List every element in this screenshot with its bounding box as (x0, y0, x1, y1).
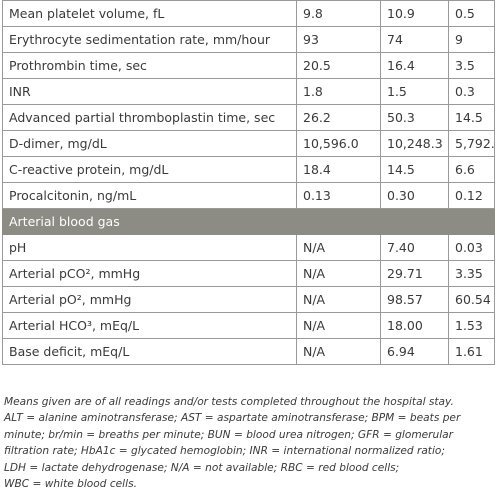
cell: 60.54 (448, 286, 495, 313)
cell: 18.4 (296, 156, 381, 183)
table-row: Prothrombin time, sec 20.5 16.4 3.5 (2, 52, 495, 79)
cell: 9 (448, 26, 495, 53)
cell: 0.3 (448, 78, 495, 105)
cell: 14.5 (448, 104, 495, 131)
cell: N/A (296, 312, 381, 339)
cell: 3.5 (448, 52, 495, 79)
cell: 29.71 (380, 260, 449, 287)
cell: 1.5 (380, 78, 449, 105)
row-label: Arterial pO², mmHg (2, 286, 297, 313)
cell: 1.53 (448, 312, 495, 339)
cell: 6.6 (448, 156, 495, 183)
row-label: Advanced partial thromboplastin time, se… (2, 104, 297, 131)
cell: 1.61 (448, 338, 495, 365)
cell: 9.8 (296, 0, 381, 27)
table-row: Procalcitonin, ng/mL 0.13 0.30 0.12 (2, 182, 495, 209)
footnote-line: Means given are of all readings and/or t… (4, 396, 454, 408)
cell: 18.00 (380, 312, 449, 339)
cell: 3.35 (448, 260, 495, 287)
cell: 0.5 (448, 0, 495, 27)
cell: 50.3 (380, 104, 449, 131)
cell: 6.94 (380, 338, 449, 365)
table-row: Base deficit, mEq/L N/A 6.94 1.61 (2, 338, 495, 365)
cell: 14.5 (380, 156, 449, 183)
cell: 16.4 (380, 52, 449, 79)
cell: 10.9 (380, 0, 449, 27)
row-label: Procalcitonin, ng/mL (2, 182, 297, 209)
data-table: Mean platelet volume, fL 9.8 10.9 0.5 Erythr… (2, 0, 495, 365)
row-label: Prothrombin time, sec (2, 52, 297, 79)
section-title: Arterial blood gas (2, 208, 495, 235)
cell: N/A (296, 286, 381, 313)
table-row: Advanced partial thromboplastin time, se… (2, 104, 495, 131)
footnote: Means given are of all readings and/or t… (4, 394, 496, 492)
footnote-line: ALT = alanine aminotransferase; AST = as… (4, 412, 461, 425)
table-row: Arterial HCO³, mEq/L N/A 18.00 1.53 (2, 312, 495, 339)
table-row: C-reactive protein, mg/dL 18.4 14.5 6.6 (2, 156, 495, 183)
cell: 20.5 (296, 52, 381, 79)
cell: 7.40 (380, 234, 449, 261)
row-label: D-dimer, mg/dL (2, 130, 297, 157)
cell: 0.13 (296, 182, 381, 209)
row-label: Arterial HCO³, mEq/L (2, 312, 297, 339)
cell: 10,248.3 (380, 130, 449, 157)
cell: 0.03 (448, 234, 495, 261)
footnote-line: filtration rate; HbA1c = glycated hemogl… (4, 445, 445, 458)
table-row: Mean platelet volume, fL 9.8 10.9 0.5 (2, 0, 495, 27)
cell: 26.2 (296, 104, 381, 131)
table-row: pH N/A 7.40 0.03 (2, 234, 495, 261)
row-label: Mean platelet volume, fL (2, 0, 297, 27)
table-row: INR 1.8 1.5 0.3 (2, 78, 495, 105)
table-row: Erythrocyte sedimentation rate, mm/hour 9… (2, 26, 495, 53)
row-label: Arterial pCO², mmHg (2, 260, 297, 287)
footnote-line: WBC = white blood cells. (4, 478, 137, 491)
cell: 0.12 (448, 182, 495, 209)
section-row: Arterial blood gas (2, 208, 495, 235)
cell: 98.57 (380, 286, 449, 313)
row-label: pH (2, 234, 297, 261)
cell: 74 (380, 26, 449, 53)
cell: N/A (296, 260, 381, 287)
cell: 0.30 (380, 182, 449, 209)
cell: 10,596.0 (296, 130, 381, 157)
cell: N/A (296, 338, 381, 365)
cell: N/A (296, 234, 381, 261)
footnote-line: minute; br/min = breaths per minute; BUN… (4, 428, 454, 441)
row-label: INR (2, 78, 297, 105)
cell: 93 (296, 26, 381, 53)
row-label: Erythrocyte sedimentation rate, mm/hour (2, 26, 297, 53)
row-label: C-reactive protein, mg/dL (2, 156, 297, 183)
row-label: Base deficit, mEq/L (2, 338, 297, 365)
cell: 1.8 (296, 78, 381, 105)
table-row: Arterial pCO², mmHg N/A 29.71 3.35 (2, 260, 495, 287)
cell: 5,792.3 (448, 130, 495, 157)
table-row: Arterial pO², mmHg N/A 98.57 60.54 (2, 286, 495, 313)
